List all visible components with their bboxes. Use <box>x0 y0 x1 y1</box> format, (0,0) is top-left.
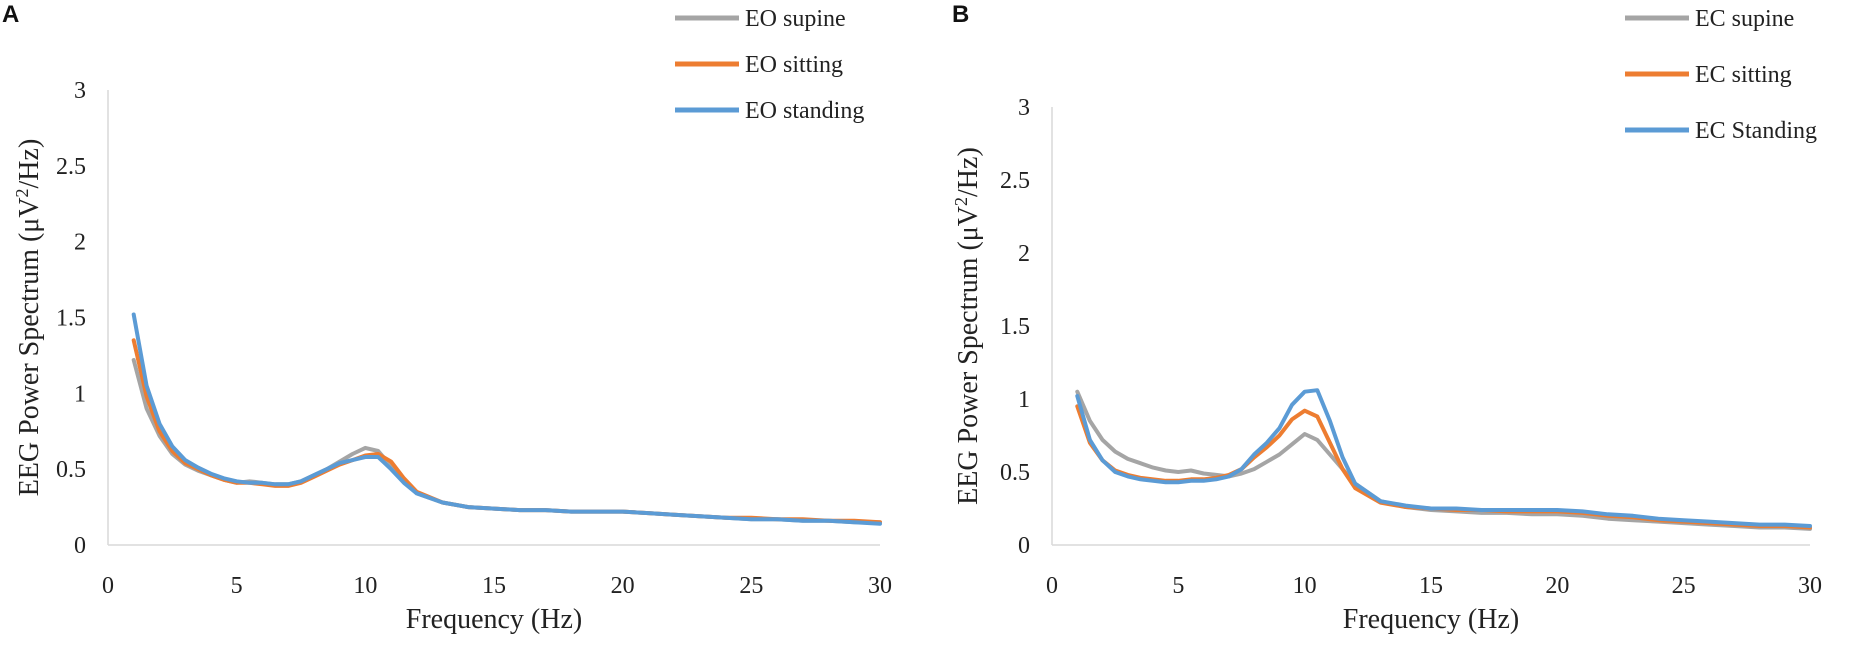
panel-a-x-tick-label: 30 <box>868 573 892 599</box>
panel-b-series-line-ec-supine <box>1075 389 1812 531</box>
panel-b-y-axis-title: EEG Power Spectrum (μV2/Hz) <box>951 147 984 505</box>
panel-b-y-tick-label: 1.5 <box>1000 314 1030 340</box>
panel-b-legend-label: EC Standing <box>1695 118 1817 144</box>
panel-b-x-tick-label: 20 <box>1545 573 1569 599</box>
panel-a-y-axis-title: EEG Power Spectrum (μV2/Hz) <box>12 139 45 497</box>
panel-a-series-line-eo-standing <box>131 312 882 526</box>
panel-a-legend-label: EO standing <box>745 98 864 124</box>
panel-b-y-tick-label: 2 <box>1018 241 1030 267</box>
panel-b-y-tick-label: 0.5 <box>1000 460 1030 486</box>
panel-a-legend-label: EO supine <box>745 6 846 32</box>
panel-a-y-tick-label: 2.5 <box>56 154 86 180</box>
panel-b-x-tick-label: 10 <box>1293 573 1317 599</box>
panel-b-y-tick-label: 1 <box>1018 387 1030 413</box>
panel-a-series-line-eo-supine <box>131 358 882 525</box>
panel-a-x-tick-label: 10 <box>353 573 377 599</box>
panel-a-x-tick-label: 20 <box>611 573 635 599</box>
panel-a-legend-entry: EO standing <box>675 98 864 124</box>
panel-b-y-tick-label: 2.5 <box>1000 168 1030 194</box>
panel-a-y-tick-label: 0.5 <box>56 457 86 483</box>
panel-b-x-tick-label: 30 <box>1798 573 1822 599</box>
panel-b-y-tick-label: 0 <box>1018 533 1030 559</box>
panel-b-letter: B <box>952 1 969 28</box>
panel-b-x-tick-label: 25 <box>1672 573 1696 599</box>
panel-b-y-tick-label: 3 <box>1018 95 1030 121</box>
panel-a-x-tick-label: 0 <box>102 573 114 599</box>
panel-b-x-tick-label: 5 <box>1172 573 1184 599</box>
panel-a-x-tick-label: 5 <box>231 573 243 599</box>
panel-a-legend-label: EO sitting <box>745 52 843 78</box>
panel-a-legend-entry: EO sitting <box>675 52 843 78</box>
panel-a-x-axis-title: Frequency (Hz) <box>406 604 582 635</box>
panel-a-y-tick-label: 1.5 <box>56 306 86 332</box>
panel-b-legend-label: EC supine <box>1695 6 1794 32</box>
panel-a-x-tick-label: 15 <box>482 573 506 599</box>
panel-a-y-tick-label: 3 <box>74 78 86 104</box>
panel-a-legend-entry: EO supine <box>675 6 846 32</box>
panel-b-series-line-ec-standing <box>1075 388 1812 528</box>
panel-a-x-tick-label: 25 <box>739 573 763 599</box>
panel-b-legend-entry: EC sitting <box>1625 62 1792 88</box>
panel-a-y-tick-label: 1 <box>74 381 86 407</box>
panel-b-legend-entry: EC supine <box>1625 6 1794 32</box>
panel-b-x-tick-label: 15 <box>1419 573 1443 599</box>
panel-a-letter: A <box>2 1 19 28</box>
panel-b-legend-label: EC sitting <box>1695 62 1792 88</box>
panel-b-x-tick-label: 0 <box>1046 573 1058 599</box>
panel-b-legend-entry: EC Standing <box>1625 118 1817 144</box>
panel-b-x-axis-title: Frequency (Hz) <box>1343 604 1519 635</box>
panel-a-y-tick-label: 0 <box>74 533 86 559</box>
panel-a-y-tick-label: 2 <box>74 230 86 256</box>
panel-a-series-line-eo-sitting <box>131 338 882 525</box>
